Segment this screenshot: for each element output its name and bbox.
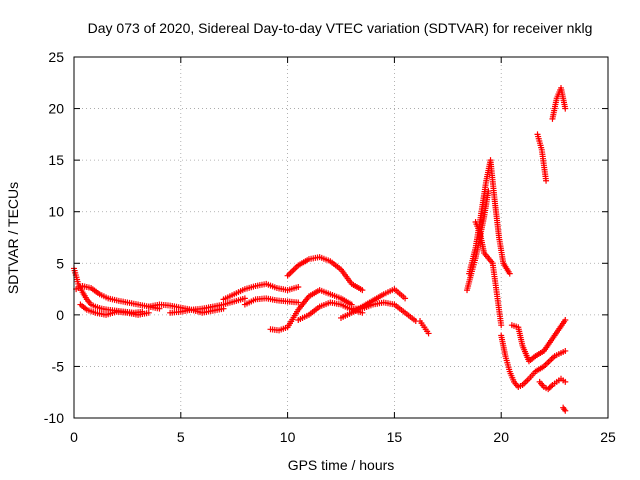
- x-tick-label: 15: [387, 429, 403, 445]
- y-tick-label: 20: [48, 101, 64, 117]
- x-tick-label: 20: [493, 429, 509, 445]
- data-point-arc-22: [562, 407, 569, 414]
- x-tick-label: 0: [70, 429, 78, 445]
- gridlines: [74, 57, 608, 418]
- plot-frame: [73, 56, 609, 419]
- data-point-arc-9: [359, 287, 366, 294]
- y-tick-label: 10: [48, 204, 64, 220]
- data-point-arc-19: [546, 384, 553, 391]
- y-tick-label: 0: [56, 307, 64, 323]
- y-tick-label: -5: [52, 358, 65, 374]
- data-point-arc-21: [562, 105, 569, 112]
- data-point-arc-6: [295, 284, 302, 291]
- y-tick-label: 25: [48, 49, 64, 65]
- chart-title: Day 073 of 2020, Sidereal Day-to-day VTE…: [88, 20, 593, 36]
- data-point-arc-5: [220, 305, 227, 312]
- data-point-arc-4: [241, 295, 248, 302]
- x-axis-label: GPS time / hours: [288, 457, 395, 473]
- axes: 0 5 10 15 20 25 -10 -5 0 5 10 15 20 25: [44, 49, 616, 445]
- data-point-arc-11: [402, 295, 409, 302]
- x-tick-label: 25: [600, 429, 616, 445]
- y-tick-label: 5: [56, 255, 64, 271]
- data-point-arc-18: [562, 317, 569, 324]
- data-point-arc-3: [145, 309, 152, 316]
- data-point-arc-20: [543, 177, 550, 184]
- data-point-arc-19: [562, 378, 569, 385]
- x-tick-label: 10: [280, 429, 296, 445]
- data-point-arc-15: [506, 270, 513, 277]
- y-tick-label: -10: [44, 410, 64, 426]
- y-axis-label: SDTVAR / TECUs: [5, 182, 21, 294]
- data-point-arc-16: [498, 322, 505, 329]
- data-point-arc-17: [562, 347, 569, 354]
- data-marks: [71, 84, 569, 414]
- data-point-arc-7: [295, 299, 302, 306]
- data-point-arc-13: [425, 330, 432, 337]
- y-tick-label: 15: [48, 152, 64, 168]
- x-tick-label: 5: [177, 429, 185, 445]
